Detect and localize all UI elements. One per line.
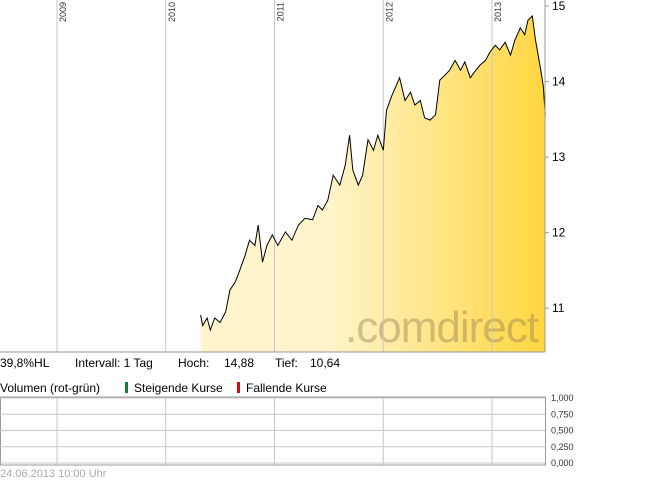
x-tick-label: 2010 — [167, 2, 177, 22]
legend-label: Fallende Kurse — [246, 381, 327, 395]
info-text: Tief: — [275, 356, 298, 370]
x-tick-label: 2013 — [493, 2, 503, 22]
y-tick-label: 13 — [552, 150, 566, 164]
legend-swatch — [125, 382, 128, 393]
timestamp: 24.06.2013 10:00 Uhr — [0, 468, 107, 480]
x-tick-label: 2012 — [384, 2, 394, 22]
info-text: 14,88 — [224, 356, 254, 370]
volume-title: Volumen (rot-grün) — [0, 381, 100, 395]
legend-label: Steigende Kurse — [134, 381, 223, 395]
info-text: 10,64 — [310, 356, 340, 370]
volume-tick-label: 1,000 — [551, 393, 574, 403]
volume-tick-label: 0,250 — [551, 442, 574, 452]
volume-tick-label: 0,500 — [551, 426, 574, 436]
x-tick-label: 2011 — [276, 2, 286, 21]
info-text: Hoch: — [178, 356, 209, 370]
info-text: Intervall: 1 Tag — [75, 356, 153, 370]
volume-tick-label: 0,000 — [551, 458, 574, 468]
y-tick-label: 15 — [552, 0, 566, 13]
watermark: .comdirect — [345, 303, 539, 352]
price-line — [200, 14, 546, 332]
volume-tick-label: 0,750 — [551, 409, 574, 419]
x-tick-label: 2009 — [58, 2, 68, 22]
legend-swatch — [237, 382, 240, 393]
info-text: 39,8%HL — [0, 356, 50, 370]
y-tick-label: 11 — [552, 301, 565, 315]
price-area — [200, 15, 546, 353]
y-tick-label: 14 — [552, 75, 566, 89]
y-tick-label: 12 — [552, 226, 566, 240]
